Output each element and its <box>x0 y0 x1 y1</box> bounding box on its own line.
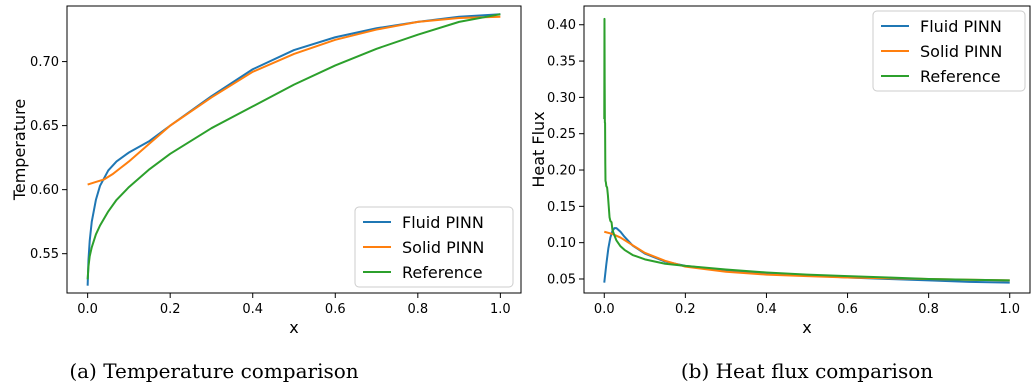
temperature-y-ticks: 0.55 0.60 0.65 0.70 <box>30 55 67 262</box>
temperature-series-line-3 <box>86 13 501 280</box>
temperature-y-tick-label: 0.65 <box>30 119 59 134</box>
temperature-legend-entries: Fluid PINN Solid PINN Reference <box>363 213 484 282</box>
heat-flux-x-tick-label: 0.8 <box>918 302 939 317</box>
heat-flux-x-axis-label: x <box>802 318 811 337</box>
temperature-axes-frame <box>66 5 522 294</box>
heat-flux-y-ticks: 0.05 0.10 0.15 0.20 0.25 0.30 0.35 0.40 <box>547 18 584 287</box>
heat-flux-legend-entries: Fluid PINN Solid PINN Reference <box>881 17 1002 86</box>
heat-flux-panel: 0.0 0.2 0.4 0.6 0.8 1.0 0.050.100.150.200.250… <box>529 5 1031 383</box>
temperature-caption: (a) Temperature comparison <box>69 359 358 383</box>
temperature-x-tick-label: 0.0 <box>77 302 98 317</box>
temperature-y-tick-label: 0.60 <box>30 183 59 198</box>
heat-flux-y-tick-label: 0.05 <box>547 272 576 287</box>
temperature-series-line-1 <box>86 13 501 286</box>
heat-flux-legend-label-1: Fluid PINN <box>920 17 1002 36</box>
temperature-legend-box <box>354 206 514 288</box>
heat-flux-y-tick-label: 0.15 <box>547 200 576 215</box>
heat-flux-y-tick-label: 0.35 <box>547 55 576 70</box>
heat-flux-x-tick-label: 0.2 <box>675 302 696 317</box>
heat-flux-plot-lines <box>603 17 1010 284</box>
heat-flux-x-tick-label: 0.6 <box>837 302 858 317</box>
heat-flux-y-axis-label: Heat Flux <box>529 111 548 187</box>
heat-flux-x-ticks: 0.0 0.2 0.4 0.6 0.8 1.0 <box>594 293 1020 317</box>
heat-flux-series-line-3 <box>603 17 1010 282</box>
temperature-legend-label-3: Reference <box>402 263 483 282</box>
temperature-panel: 0.0 0.2 0.4 0.6 0.8 1.0 0.55 0.60 0.65 0.70 x Te… <box>10 5 522 383</box>
heat-flux-legend: Fluid PINN Solid PINN Reference <box>872 10 1026 92</box>
temperature-legend-label-1: Fluid PINN <box>402 213 484 232</box>
temperature-x-tick-label: 1.0 <box>490 302 511 317</box>
temperature-x-tick-label: 0.8 <box>407 302 428 317</box>
temperature-series-line-2 <box>87 15 501 186</box>
temperature-x-ticks: 0.0 0.2 0.4 0.6 0.8 1.0 <box>77 293 511 317</box>
heat-flux-caption: (b) Heat flux comparison <box>681 359 933 383</box>
heat-flux-axes-frame <box>583 5 1031 294</box>
temperature-x-axis-label: x <box>289 318 298 337</box>
heat-flux-series-line-2 <box>604 230 1010 282</box>
temperature-legend: Fluid PINN Solid PINN Reference <box>354 206 514 288</box>
heat-flux-legend-label-2: Solid PINN <box>920 42 1002 61</box>
heat-flux-y-tick-label: 0.10 <box>547 236 576 251</box>
temperature-x-tick-label: 0.6 <box>325 302 346 317</box>
temperature-x-tick-label: 0.2 <box>160 302 181 317</box>
temperature-y-tick-label: 0.70 <box>30 55 59 70</box>
heat-flux-y-tick-label: 0.25 <box>547 127 576 142</box>
heat-flux-y-tick-label: 0.30 <box>547 91 576 106</box>
heat-flux-legend-label-3: Reference <box>920 67 1001 86</box>
temperature-y-axis-label: Temperature <box>10 99 29 201</box>
heat-flux-y-tick-label: 0.40 <box>547 18 576 33</box>
temperature-plot-lines <box>86 13 501 286</box>
heat-flux-y-tick-label: 0.20 <box>547 164 576 179</box>
temperature-x-tick-label: 0.4 <box>242 302 263 317</box>
temperature-y-tick-label: 0.55 <box>30 247 59 262</box>
heat-flux-x-tick-label: 0.4 <box>756 302 777 317</box>
temperature-legend-label-2: Solid PINN <box>402 238 484 257</box>
heat-flux-x-tick-label: 0.0 <box>594 302 615 317</box>
heat-flux-x-tick-label: 1.0 <box>999 302 1020 317</box>
heat-flux-legend-box <box>872 10 1026 92</box>
